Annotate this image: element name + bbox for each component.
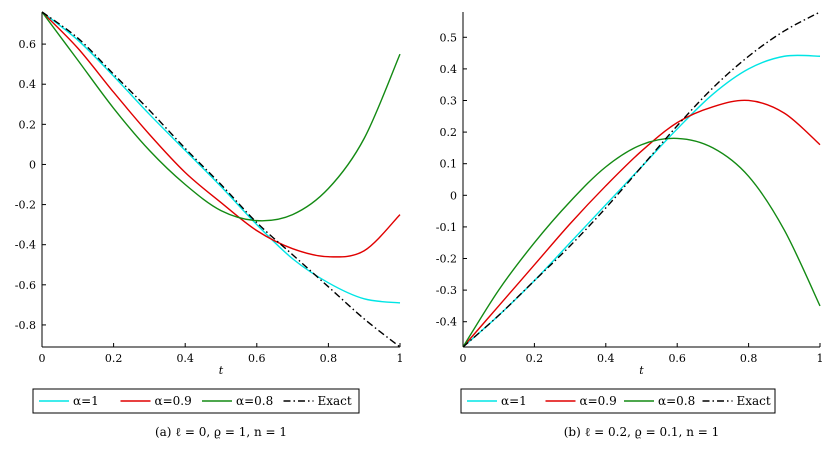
legend-label: Exact — [737, 394, 771, 408]
x-tick-label: 0.8 — [740, 352, 758, 365]
series-line-2 — [462, 137, 821, 348]
legend-label: α=0.8 — [236, 394, 273, 408]
x-tick-label: 0 — [39, 352, 46, 365]
legend: α=1 α=0.9 α=0.8 Exact — [32, 388, 360, 414]
x-tick-label: 1 — [397, 352, 404, 365]
x-tick-label: 0.4 — [597, 352, 615, 365]
legend-label: α=0.9 — [155, 394, 192, 408]
legend: α=1 α=0.9 α=0.8 Exact — [460, 388, 776, 414]
legend-label: Exact — [318, 394, 352, 408]
chart-panel-a: 0 0.2 0.4 0.6 0.8 1 0.6 0.4 0.2 0 -0.2 -0.4 -0.6 -0.8… — [15, 11, 404, 439]
x-tick-label: 0.6 — [248, 352, 266, 365]
y-tick-label: 0.2 — [19, 118, 37, 131]
series-line-0 — [41, 11, 401, 304]
x-axis-label: t — [219, 364, 224, 377]
y-tick-label: 0.4 — [19, 78, 37, 91]
y-tick-label: 0.6 — [19, 38, 37, 51]
y-tick-label: -0.3 — [436, 284, 457, 297]
panel-caption: (b) ℓ = 0.2, ϱ = 0.1, n = 1 — [564, 425, 720, 439]
x-axis-label: t — [639, 364, 644, 377]
series-line-2 — [41, 11, 401, 222]
x-tick-label: 0.2 — [105, 352, 123, 365]
y-tick-label: -0.2 — [15, 199, 36, 212]
x-tick-label: 0.4 — [176, 352, 194, 365]
series-line-1 — [41, 11, 401, 258]
panel-caption: (a) ℓ = 0, ϱ = 1, n = 1 — [155, 425, 287, 439]
chart-panel-b: 0 0.2 0.4 0.6 0.8 1 0.5 0.4 0.3 0.2 0.1 0 -0.1 -0.2 -0… — [436, 11, 824, 439]
y-tick-label: 0.5 — [440, 31, 458, 44]
legend-label: α=0.9 — [580, 394, 617, 408]
y-tick-label: -0.2 — [436, 253, 457, 266]
y-tick-label: -0.1 — [436, 221, 457, 234]
y-tick-label: 0.2 — [440, 126, 458, 139]
legend-label: α=1 — [73, 394, 99, 408]
y-tick-label: 0.1 — [440, 158, 458, 171]
y-tick-label: 0.4 — [440, 63, 458, 76]
legend-label: α=0.8 — [658, 394, 695, 408]
y-tick-label: -0.6 — [15, 279, 36, 292]
x-tick-label: 0.2 — [526, 352, 544, 365]
y-tick-label: -0.8 — [15, 319, 36, 332]
x-tick-label: 0 — [460, 352, 467, 365]
y-tick-label: 0 — [450, 189, 457, 202]
y-tick-label: -0.4 — [15, 239, 36, 252]
x-tick-label: 1 — [817, 352, 824, 365]
y-tick-label: 0.3 — [440, 94, 458, 107]
series-line-3 — [41, 11, 401, 348]
series-line-1 — [462, 99, 821, 348]
series-line-3 — [462, 11, 821, 348]
legend-label: α=1 — [501, 394, 527, 408]
y-tick-label: -0.4 — [436, 316, 457, 329]
y-tick-label: 0 — [29, 158, 36, 171]
x-tick-label: 0.6 — [668, 352, 686, 365]
x-tick-label: 0.8 — [320, 352, 338, 365]
